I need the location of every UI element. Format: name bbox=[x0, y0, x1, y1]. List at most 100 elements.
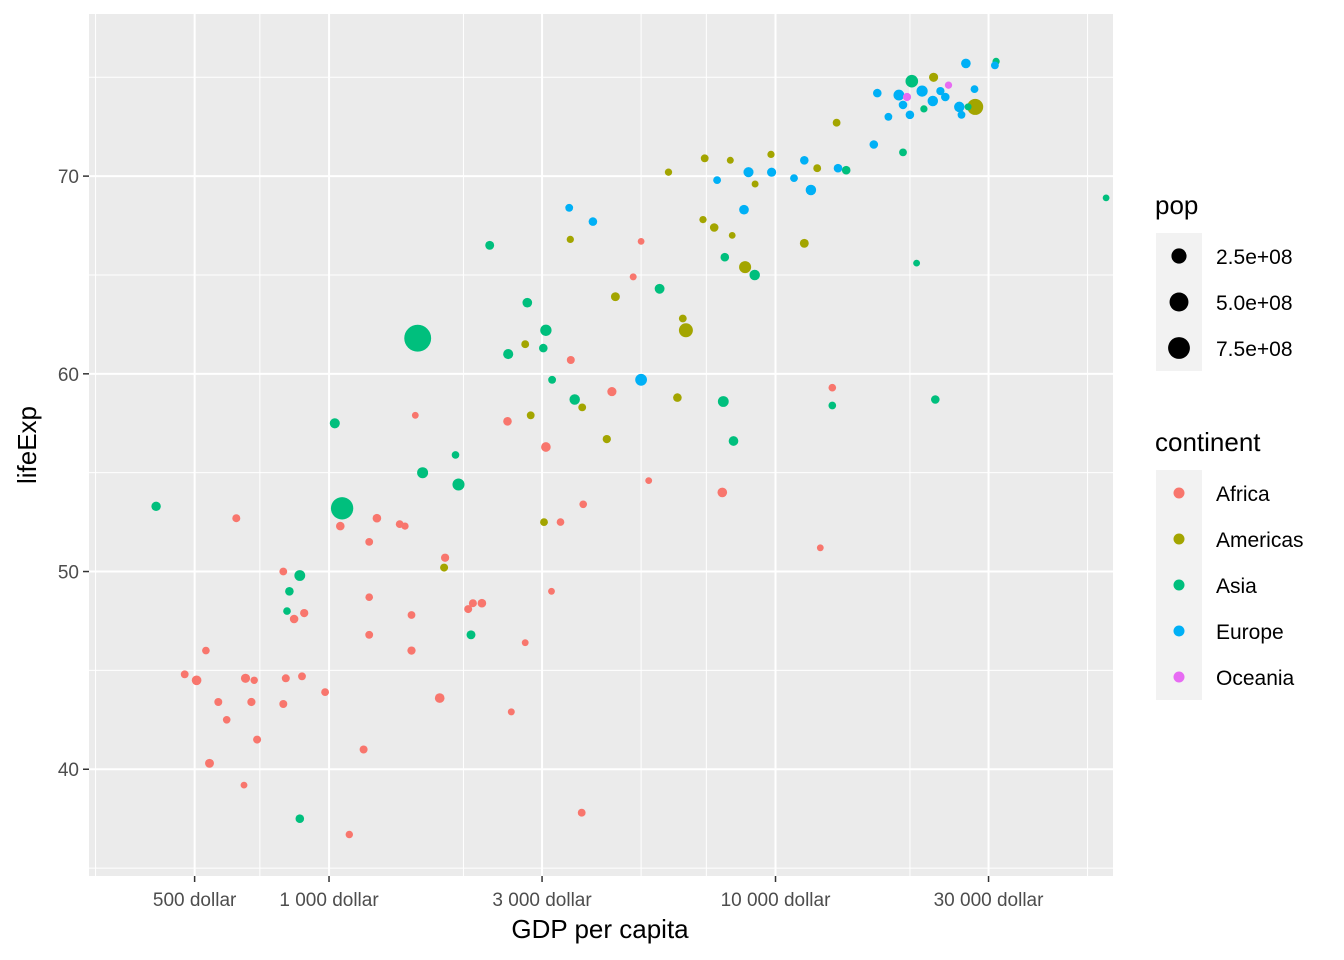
point-asia bbox=[1102, 194, 1110, 202]
point-americas bbox=[602, 434, 611, 444]
point-asia bbox=[452, 478, 465, 491]
legend-key-americas bbox=[1173, 533, 1185, 545]
point-europe bbox=[941, 92, 950, 102]
point-asia bbox=[522, 297, 533, 308]
point-americas bbox=[813, 164, 822, 173]
point-europe bbox=[743, 167, 754, 178]
point-europe bbox=[739, 204, 749, 215]
point-europe bbox=[954, 101, 965, 113]
point-americas bbox=[540, 518, 548, 527]
point-americas bbox=[726, 156, 734, 164]
point-asia bbox=[285, 587, 294, 596]
y-axis-title: lifeExp bbox=[12, 406, 42, 484]
point-africa bbox=[645, 477, 653, 485]
legend-size-label: 5.0e+08 bbox=[1216, 292, 1293, 315]
legend-size-label: 7.5e+08 bbox=[1216, 338, 1293, 361]
point-europe bbox=[588, 217, 598, 226]
point-europe bbox=[927, 95, 939, 107]
point-asia bbox=[283, 607, 291, 615]
point-europe bbox=[905, 110, 915, 120]
point-europe bbox=[565, 203, 574, 212]
point-europe bbox=[961, 58, 971, 69]
point-africa bbox=[359, 745, 368, 754]
point-asia bbox=[964, 103, 972, 111]
point-africa bbox=[336, 521, 345, 531]
y-tick-label: 60 bbox=[58, 365, 79, 386]
point-asia bbox=[931, 395, 940, 404]
x-axis-title: GDP per capita bbox=[511, 914, 689, 944]
point-africa bbox=[289, 614, 299, 624]
point-asia bbox=[295, 814, 305, 823]
point-africa bbox=[345, 830, 354, 839]
point-africa bbox=[205, 758, 214, 768]
point-africa bbox=[629, 273, 637, 281]
point-americas bbox=[526, 411, 535, 420]
x-tick-label: 10 000 dollar bbox=[721, 890, 832, 911]
point-africa bbox=[434, 693, 445, 703]
point-americas bbox=[709, 223, 719, 232]
point-europe bbox=[898, 100, 908, 110]
point-africa bbox=[365, 630, 374, 639]
point-africa bbox=[464, 605, 473, 614]
point-africa bbox=[468, 599, 477, 608]
point-europe bbox=[713, 176, 722, 185]
legend-size-key bbox=[1169, 292, 1189, 312]
point-americas bbox=[700, 154, 709, 163]
point-africa bbox=[579, 500, 588, 509]
point-africa bbox=[401, 522, 409, 530]
minor-gridlines bbox=[89, 14, 1113, 876]
point-europe bbox=[635, 373, 647, 386]
point-africa bbox=[566, 356, 575, 364]
point-americas bbox=[521, 340, 530, 349]
legend-label-europe: Europe bbox=[1216, 621, 1284, 644]
point-africa bbox=[440, 553, 450, 562]
point-africa bbox=[281, 674, 290, 683]
point-europe bbox=[800, 156, 809, 165]
point-europe bbox=[869, 140, 879, 149]
point-europe bbox=[916, 85, 928, 97]
point-americas bbox=[832, 118, 841, 127]
point-africa bbox=[541, 442, 551, 452]
point-asia bbox=[151, 501, 161, 512]
legend-label-oceania: Oceania bbox=[1216, 667, 1295, 690]
point-africa bbox=[321, 688, 330, 697]
point-asia bbox=[569, 394, 580, 405]
point-europe bbox=[893, 89, 905, 101]
point-americas bbox=[578, 403, 587, 412]
x-tick-label: 3 000 dollar bbox=[492, 890, 592, 911]
point-africa bbox=[521, 639, 529, 647]
point-asia bbox=[905, 74, 919, 88]
point-africa bbox=[240, 673, 251, 683]
point-americas bbox=[799, 238, 809, 248]
point-africa bbox=[300, 608, 309, 618]
legend-key-africa bbox=[1173, 487, 1185, 499]
point-africa bbox=[372, 513, 382, 523]
point-africa bbox=[279, 700, 288, 708]
point-asia bbox=[485, 240, 495, 250]
point-africa bbox=[365, 593, 374, 602]
plot-panel bbox=[89, 14, 1113, 876]
point-europe bbox=[936, 86, 945, 96]
point-asia bbox=[503, 349, 514, 360]
point-americas bbox=[929, 72, 939, 82]
point-europe bbox=[767, 167, 777, 177]
point-americas bbox=[699, 215, 707, 224]
legend-size: pop 2.5e+08 5.0e+08 7.5e+08 bbox=[1155, 190, 1293, 371]
point-africa bbox=[214, 698, 223, 706]
point-africa bbox=[577, 808, 586, 817]
point-asia bbox=[899, 148, 907, 157]
point-europe bbox=[873, 88, 882, 98]
y-tick-label: 50 bbox=[58, 563, 79, 584]
legend-size-key bbox=[1171, 248, 1187, 264]
point-africa bbox=[816, 544, 824, 552]
point-americas bbox=[728, 231, 736, 239]
y-axis: 40 50 60 70 bbox=[58, 167, 89, 781]
x-tick-label: 30 000 dollar bbox=[934, 890, 1045, 911]
point-africa bbox=[253, 735, 262, 744]
point-africa bbox=[298, 672, 306, 681]
y-tick-label: 70 bbox=[58, 167, 79, 188]
point-americas bbox=[566, 235, 574, 244]
legend-size-label: 2.5e+08 bbox=[1216, 246, 1293, 269]
point-africa bbox=[240, 781, 248, 789]
